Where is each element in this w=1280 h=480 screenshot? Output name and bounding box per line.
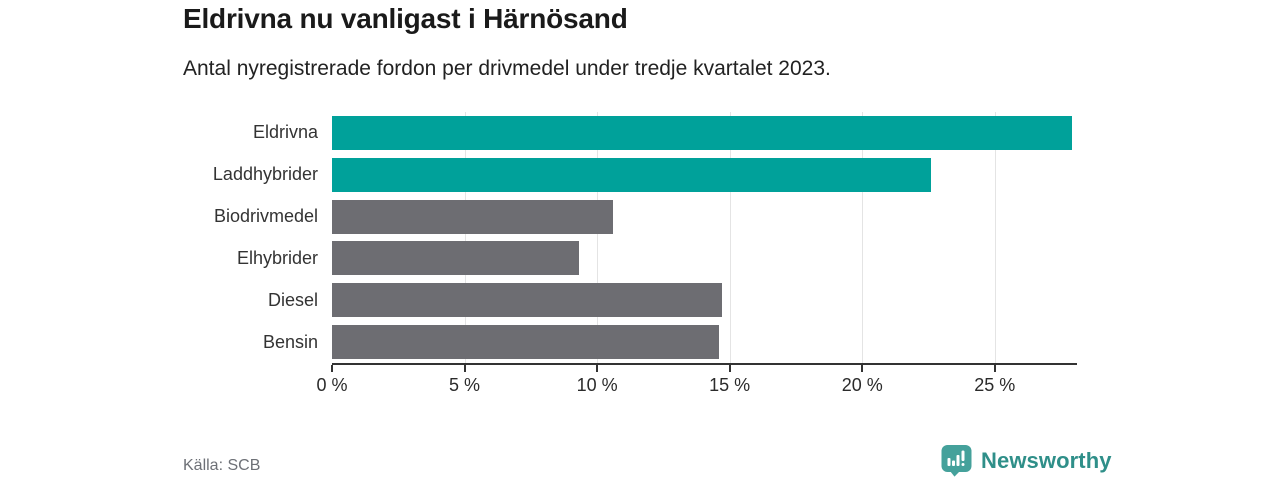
- gridline-5: [464, 112, 466, 363]
- brand-wordmark: Newsworthy: [981, 447, 1112, 473]
- category-label: Diesel: [267, 289, 318, 310]
- bar-elhybrider: [332, 241, 579, 276]
- newsworthy-logo: Newsworthy: [941, 444, 1112, 477]
- plot-area: Eldrivna Laddhybrider Biodrivmedel Elhybrid…: [213, 112, 1077, 395]
- category-label: Bensin: [262, 331, 318, 352]
- tick-mark-10: [596, 365, 599, 372]
- tick-mark-25: [993, 365, 996, 372]
- bar-diesel: [332, 283, 722, 318]
- bar-bensin: [332, 325, 720, 360]
- category-label: Biodrivmedel: [213, 206, 318, 227]
- bar-row: Laddhybrider: [213, 154, 1077, 196]
- bar-row: Bensin: [263, 321, 1077, 363]
- gridlines: [332, 112, 1077, 363]
- bar-biodrivmedel: [332, 199, 614, 234]
- source-note: Källa: SCB: [183, 457, 261, 474]
- tick-label-5: 5 %: [449, 375, 481, 395]
- bar-row: Biodrivmedel: [214, 196, 1077, 238]
- tick-mark-0: [331, 365, 333, 372]
- bar-row: Elhybrider: [237, 237, 1077, 279]
- gridline-15: [729, 112, 731, 363]
- chart-title: Eldrivna nu vanligast i Härnösand: [183, 3, 628, 34]
- bar-rows: Eldrivna Laddhybrider Biodrivmedel Elhybrid…: [213, 112, 1077, 363]
- bar-eldrivna: [332, 115, 1072, 150]
- bar-row: Diesel: [268, 279, 1077, 321]
- tick-mark-5: [463, 365, 466, 372]
- bar-row: Eldrivna: [253, 112, 1077, 154]
- tick-label-0: 0 %: [316, 375, 348, 395]
- bar-laddhybrider: [332, 157, 932, 192]
- tick-mark-15: [728, 365, 731, 372]
- tick-label-20: 20 %: [841, 375, 883, 395]
- category-label: Elhybrider: [236, 247, 318, 268]
- tick-label-15: 15 %: [709, 375, 751, 395]
- chart-subtitle: Antal nyregistrerade fordon per drivmede…: [183, 57, 831, 80]
- gridline-20: [862, 112, 864, 363]
- tick-mark-20: [861, 365, 864, 372]
- category-label: Laddhybrider: [212, 164, 318, 185]
- category-label: Eldrivna: [252, 122, 318, 143]
- tick-label-10: 10 %: [576, 375, 618, 395]
- gridline-10: [597, 112, 599, 363]
- gridline-25: [994, 112, 996, 363]
- newsworthy-icon: [941, 445, 972, 477]
- x-axis-line: [332, 363, 1077, 365]
- x-axis: 0 % 5 % 10 % 15 % 20 % 25 %: [316, 363, 1077, 405]
- tick-label-25: 25 %: [974, 375, 1016, 395]
